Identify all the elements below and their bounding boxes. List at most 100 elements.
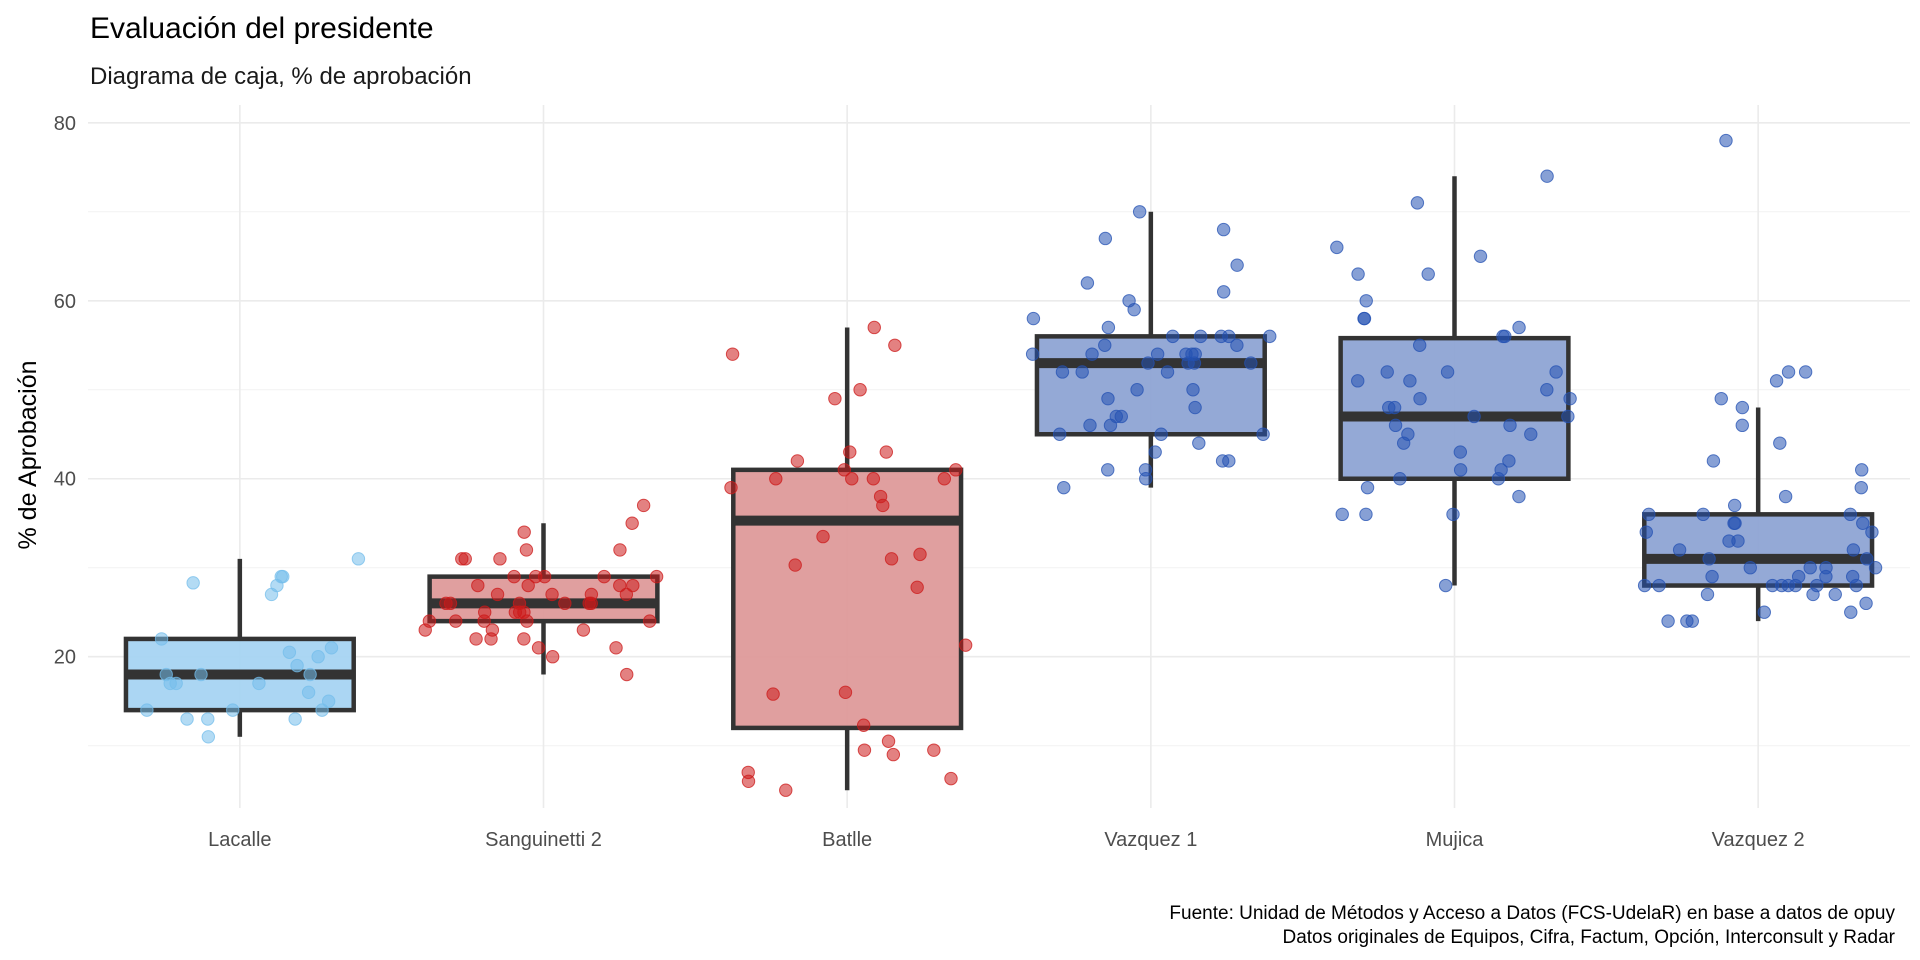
- data-point: [1843, 507, 1858, 522]
- data-point: [1788, 578, 1803, 593]
- data-point: [1150, 347, 1165, 361]
- data-point: [471, 578, 485, 593]
- data-point: [609, 641, 623, 655]
- data-point: [288, 712, 302, 726]
- data-point: [1330, 240, 1344, 255]
- data-point: [1193, 329, 1208, 344]
- data-point: [1160, 365, 1175, 379]
- data-point: [1187, 356, 1202, 370]
- data-point: [315, 703, 329, 717]
- data-point: [1844, 605, 1858, 619]
- data-point: [1855, 463, 1869, 477]
- data-point: [1743, 561, 1757, 575]
- data-point: [324, 641, 339, 655]
- data-point: [1214, 329, 1228, 344]
- data-point: [1491, 472, 1506, 486]
- data-point: [867, 320, 881, 335]
- data-point: [1351, 267, 1365, 281]
- data-point: [910, 580, 924, 595]
- data-point: [274, 569, 288, 584]
- data-point: [1637, 578, 1652, 593]
- data-point: [469, 632, 483, 646]
- data-point: [321, 694, 336, 708]
- data-point: [1524, 427, 1538, 441]
- data-point: [1496, 329, 1510, 344]
- data-point: [853, 383, 867, 397]
- jitter-points: [140, 133, 1883, 797]
- data-point: [1765, 578, 1780, 593]
- data-point: [529, 569, 543, 584]
- data-point: [725, 347, 740, 361]
- data-point: [958, 638, 973, 652]
- data-point: [1335, 507, 1349, 522]
- data-point: [886, 747, 901, 762]
- data-point: [1052, 427, 1067, 441]
- data-point: [1735, 418, 1749, 433]
- data-point: [636, 498, 651, 513]
- data-point: [576, 623, 591, 637]
- data-point: [1798, 365, 1813, 379]
- data-point: [816, 529, 830, 544]
- data-point: [140, 703, 154, 717]
- data-point: [1083, 418, 1097, 433]
- data-point: [493, 552, 507, 566]
- box-body: [731, 467, 964, 731]
- data-point: [790, 454, 805, 468]
- data-point: [1846, 543, 1861, 557]
- data-point: [1256, 427, 1270, 441]
- y-axis-ticks: 20 40 60 80: [54, 113, 76, 669]
- data-point: [1859, 596, 1873, 611]
- data-point: [194, 667, 208, 682]
- data-point: [1101, 391, 1115, 406]
- data-point: [418, 623, 432, 637]
- data-point: [1412, 338, 1427, 352]
- x-tick-label: Vazquez 1: [1104, 829, 1197, 851]
- data-point: [1141, 356, 1155, 370]
- y-tick-label: 40: [54, 469, 76, 491]
- data-point: [1722, 534, 1736, 548]
- data-point: [613, 543, 627, 557]
- grid: [88, 105, 1910, 808]
- data-point: [1230, 338, 1244, 352]
- data-point: [1735, 400, 1750, 415]
- data-point: [1025, 347, 1040, 361]
- data-point: [186, 576, 200, 590]
- data-point: [1351, 374, 1365, 388]
- data-point: [1503, 418, 1517, 433]
- y-tick-label: 20: [54, 647, 76, 669]
- data-point: [597, 569, 611, 584]
- data-point: [351, 552, 366, 566]
- data-point: [201, 712, 215, 726]
- data-point: [1357, 311, 1372, 326]
- data-point: [1512, 489, 1526, 504]
- data-point: [845, 472, 859, 486]
- data-point: [1098, 231, 1113, 246]
- data-point: [1778, 489, 1793, 504]
- data-point: [163, 676, 177, 691]
- data-point: [1685, 614, 1699, 628]
- data-point: [1421, 267, 1435, 281]
- data-point: [1549, 365, 1563, 379]
- data-point: [766, 687, 780, 701]
- data-point: [1127, 302, 1141, 317]
- data-point: [944, 771, 958, 786]
- data-point: [1216, 222, 1231, 237]
- data-point: [1085, 347, 1099, 361]
- data-point: [1773, 436, 1787, 450]
- data-point: [1192, 436, 1206, 450]
- data-point: [545, 587, 559, 602]
- data-point: [1359, 294, 1373, 308]
- data-point: [558, 596, 572, 611]
- data-point: [1216, 285, 1231, 299]
- data-point: [1865, 525, 1879, 539]
- chart-title: Evaluación del presidente: [90, 12, 434, 45]
- data-point: [1502, 454, 1516, 468]
- data-point: [1854, 480, 1868, 495]
- data-point: [1148, 445, 1162, 459]
- data-point: [1828, 587, 1842, 602]
- data-point: [1438, 578, 1453, 593]
- caption-line-2: Datos originales de Equipos, Cifra, Fact…: [1282, 927, 1895, 948]
- data-point: [1757, 605, 1771, 619]
- x-tick-label: Mujica: [1426, 829, 1485, 851]
